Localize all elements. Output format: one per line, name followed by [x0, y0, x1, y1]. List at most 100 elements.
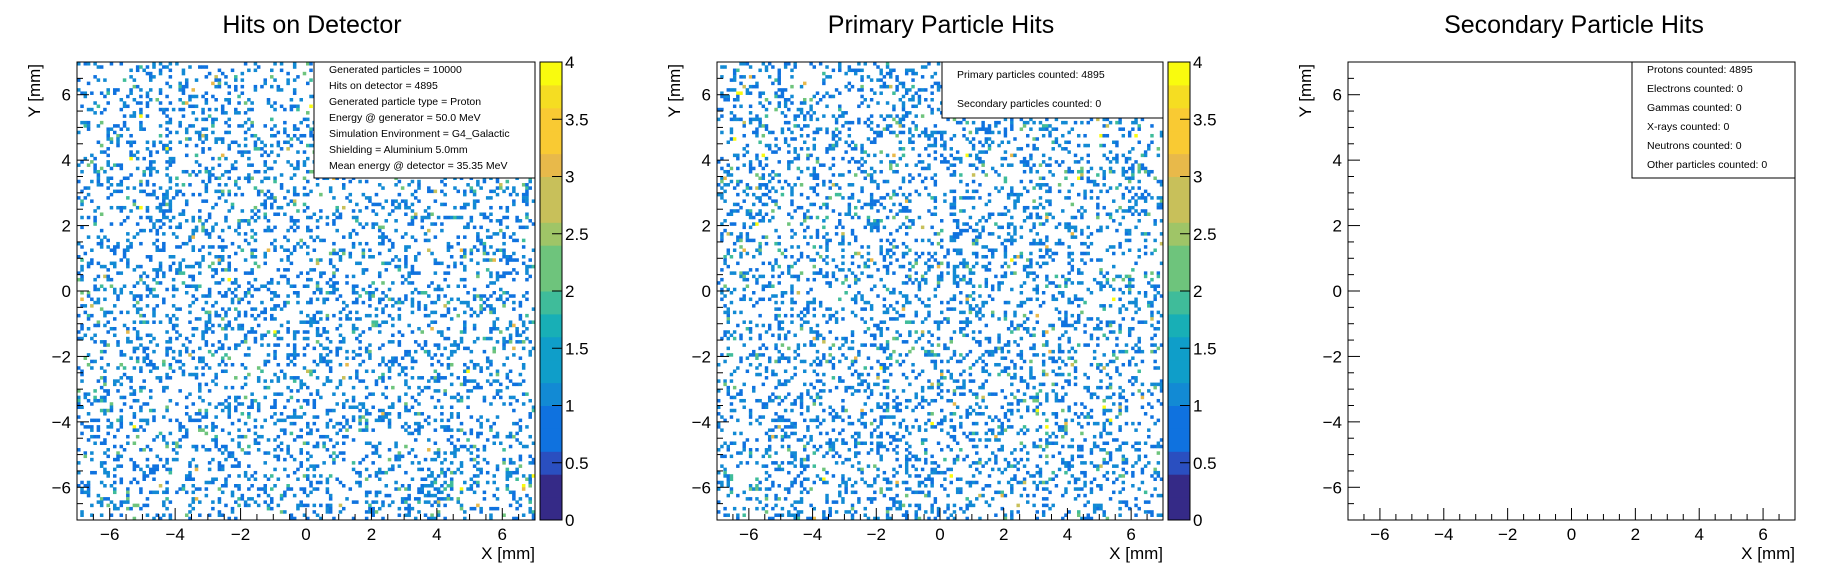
heatmap-bin	[207, 176, 212, 181]
heatmap-bin	[446, 248, 451, 252]
heatmap-bin	[433, 287, 438, 292]
heatmap-bin	[502, 291, 506, 295]
heatmap-bin	[247, 127, 251, 131]
heatmap-bin	[250, 120, 254, 125]
heatmap-bin	[106, 408, 110, 413]
heatmap-bin	[273, 392, 277, 396]
heatmap-bin	[214, 349, 218, 354]
y-axis-label: Y [mm]	[25, 64, 44, 118]
heatmap-bin	[717, 362, 721, 367]
heatmap-bin	[341, 392, 346, 396]
colorbar-tick-label: 3.5	[565, 110, 589, 129]
heatmap-bin	[106, 448, 110, 452]
heatmap-bin	[178, 425, 182, 429]
heatmap-bin	[292, 62, 297, 66]
heatmap-bin	[126, 127, 130, 131]
heatmap-bin	[381, 235, 385, 239]
heatmap-bin	[132, 366, 137, 370]
heatmap-bin	[276, 212, 281, 217]
heatmap-bin	[198, 261, 202, 266]
heatmap-bin	[371, 500, 375, 504]
heatmap-bin	[103, 343, 107, 347]
heatmap-bin	[247, 300, 251, 305]
heatmap-bin	[103, 398, 107, 403]
heatmap-bin	[502, 255, 506, 259]
heatmap-bin	[145, 474, 150, 478]
heatmap-bin	[204, 493, 209, 498]
heatmap-bin	[289, 107, 294, 112]
heatmap-bin	[77, 196, 81, 200]
heatmap-bin	[384, 415, 389, 419]
heatmap-bin	[423, 307, 428, 311]
heatmap-bin	[459, 461, 464, 465]
heatmap-bin	[132, 199, 137, 203]
heatmap-bin	[253, 169, 258, 174]
heatmap-bin	[93, 166, 97, 171]
heatmap-bin	[489, 506, 493, 511]
heatmap-bin	[361, 359, 366, 364]
heatmap-bin	[168, 320, 173, 324]
heatmap-bin	[525, 392, 529, 396]
heatmap-bin	[158, 133, 163, 138]
heatmap-bin	[175, 189, 179, 194]
heatmap-bin	[198, 130, 202, 135]
heatmap-bin	[96, 323, 101, 328]
heatmap-bin	[292, 421, 297, 426]
heatmap-bin	[230, 163, 235, 167]
heatmap-bin	[325, 503, 330, 508]
heatmap-bin	[423, 484, 428, 488]
heatmap-bin	[273, 438, 277, 442]
heatmap-bin	[391, 359, 395, 364]
heatmap-bin	[736, 261, 740, 266]
heatmap-bin	[774, 137, 778, 141]
heatmap-bin	[436, 330, 441, 334]
heatmap-bin	[145, 356, 150, 360]
heatmap-bin	[732, 385, 737, 390]
heatmap-bin	[109, 310, 114, 315]
heatmap-bin	[430, 395, 434, 400]
heatmap-bin	[224, 183, 228, 187]
heatmap-bin	[302, 71, 307, 76]
heatmap-bin	[86, 398, 91, 403]
heatmap-bin	[302, 186, 307, 190]
heatmap-bin	[194, 287, 199, 292]
heatmap-bin	[485, 284, 490, 288]
heatmap-bin	[489, 326, 493, 331]
heatmap-bin	[283, 127, 287, 131]
stats-line: Generated particle type = Proton	[329, 96, 481, 108]
heatmap-bin	[338, 379, 343, 383]
heatmap-bin	[247, 487, 251, 491]
heatmap-bin	[237, 124, 241, 128]
heatmap-bin	[198, 215, 202, 220]
heatmap-bin	[263, 169, 267, 174]
heatmap-bin	[723, 228, 727, 233]
heatmap-bin	[774, 199, 778, 203]
heatmap-bin	[739, 297, 743, 302]
heatmap-bin	[476, 313, 480, 318]
heatmap-bin	[234, 84, 238, 89]
heatmap-bin	[165, 441, 169, 446]
heatmap-bin	[423, 418, 428, 423]
heatmap-bin	[155, 150, 160, 154]
heatmap-bin	[459, 336, 464, 341]
heatmap-bin	[512, 251, 516, 256]
heatmap-bin	[165, 189, 169, 194]
heatmap-bin	[485, 297, 490, 302]
heatmap-bin	[742, 274, 746, 279]
heatmap-bin	[201, 147, 205, 151]
heatmap-bin	[485, 366, 490, 370]
heatmap-bin	[181, 487, 186, 491]
heatmap-bin	[168, 209, 173, 213]
heatmap-bin	[764, 464, 769, 468]
heatmap-bin	[296, 160, 300, 164]
heatmap-bin	[736, 183, 740, 187]
heatmap-bin	[175, 336, 179, 341]
heatmap-bin	[774, 173, 778, 177]
heatmap-bin	[191, 88, 196, 92]
heatmap-bin	[148, 75, 153, 79]
heatmap-bin	[237, 326, 241, 331]
heatmap-bin	[181, 425, 186, 429]
heatmap-bin	[162, 300, 166, 305]
heatmap-bin	[322, 326, 326, 331]
heatmap-bin	[273, 398, 277, 403]
